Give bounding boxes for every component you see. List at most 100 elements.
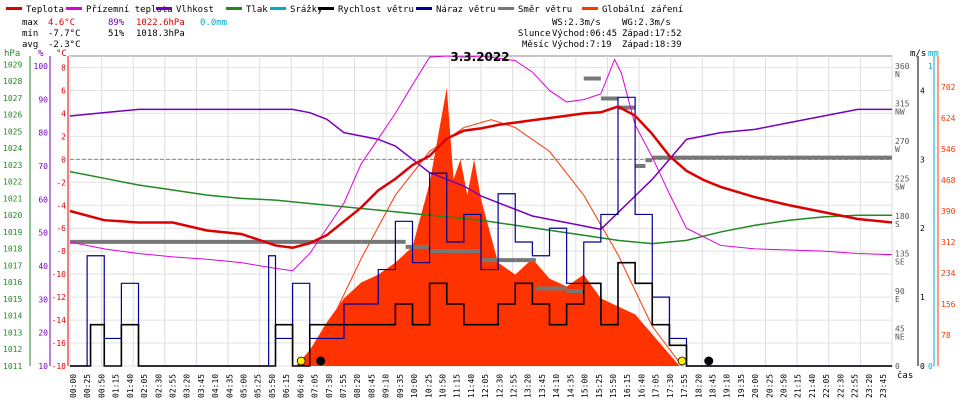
- stats-block: max 4.6°C 89% 1022.6hPa 0.0mm min -7.7°C…: [22, 18, 227, 50]
- legend-label: Globální záření: [602, 5, 683, 15]
- hpa-tick-label: 1021: [3, 194, 22, 203]
- legend-label: Přízemní teplota: [86, 5, 173, 15]
- time-tick-label: 20:50: [780, 374, 789, 398]
- mm-tick-label: 1: [928, 62, 933, 71]
- degc-tick-label: -8: [56, 247, 66, 256]
- legend-swatch: [416, 7, 432, 10]
- stat-max-hum: 89%: [108, 18, 125, 28]
- time-tick-label: 12:30: [495, 374, 504, 398]
- time-tick-label: 03:20: [183, 374, 192, 398]
- degc-tick-label: -18: [52, 362, 67, 371]
- legend-swatch: [582, 7, 598, 10]
- stat-max-temp: 4.6°C: [48, 18, 75, 28]
- time-tick-label: 23:20: [865, 374, 874, 398]
- time-tick-label: 19:35: [737, 374, 746, 398]
- dir-tick-label: 315: [895, 100, 910, 109]
- time-tick-label: 21:15: [794, 374, 803, 398]
- pct-tick-label: 30: [38, 295, 48, 304]
- dir-compass-label: N: [895, 70, 900, 79]
- time-tick-label: 12:05: [481, 374, 490, 398]
- legend-swatch: [318, 7, 334, 10]
- sun-moon-info: WS:2.3m/s WG:2.3m/s Slunce Východ:06:45 …: [518, 18, 682, 50]
- time-tick-label: 11:15: [453, 374, 462, 398]
- ms-tick-label: 0: [920, 362, 925, 371]
- pct-tick-label: 70: [38, 162, 48, 171]
- sunrise-marker: [296, 356, 306, 366]
- stat-min-hum: 51%: [108, 29, 125, 39]
- pct-tick-label: 10: [38, 362, 48, 371]
- series-temperature: [69, 105, 893, 250]
- moonrise-marker: [316, 356, 326, 366]
- time-tick-label: 14:10: [552, 374, 561, 398]
- pct-tick-label: 40: [38, 262, 48, 271]
- stat-max-label: max: [22, 18, 39, 28]
- rad-tick-label: 624: [941, 114, 956, 123]
- time-tick-label: 15:50: [609, 374, 618, 398]
- time-tick-label: 04:35: [225, 374, 234, 398]
- time-tick-label: 07:05: [311, 374, 320, 398]
- hpa-tick-label: 1028: [3, 77, 22, 86]
- time-tick-label: 02:05: [140, 374, 149, 398]
- time-tick-label: 10:00: [410, 374, 419, 398]
- legend-swatch: [270, 7, 286, 10]
- time-tick-label: 07:55: [339, 374, 348, 398]
- wind-gust-info: WG:2.3m/s: [622, 18, 671, 28]
- series-wind-speed: [70, 261, 892, 367]
- ms-tick-label: 1: [920, 293, 925, 302]
- stat-avg-temp: -2.3°C: [48, 40, 81, 50]
- series-layer: [69, 55, 893, 367]
- stat-min-label: min: [22, 29, 38, 39]
- time-tick-label: 20:00: [751, 374, 760, 398]
- rad-tick-label: 78: [941, 331, 951, 340]
- time-tick-label: 16:15: [623, 374, 632, 398]
- dir-compass-label: W: [895, 145, 900, 154]
- axes: hPa% °C m/s mmčas10291028102710261025102410…: [3, 49, 956, 398]
- hpa-tick-label: 1026: [3, 111, 22, 120]
- stat-max-rain: 0.0mm: [200, 18, 227, 28]
- time-tick-label: 08:45: [367, 374, 376, 398]
- hpa-tick-label: 1024: [3, 144, 22, 153]
- rad-tick-label: 234: [941, 269, 956, 278]
- legend-label: Tlak: [246, 5, 268, 15]
- hpa-tick-label: 1025: [3, 127, 22, 136]
- stat-min-press: 1018.3hPa: [136, 29, 185, 39]
- pct-tick-label: 50: [38, 229, 48, 238]
- dir-tick-label: 225: [895, 175, 910, 184]
- time-tick-label: 18:20: [694, 374, 703, 398]
- time-tick-label: 06:40: [296, 374, 305, 398]
- time-tick-label: 17:30: [666, 374, 675, 398]
- series-theoretical-radiation: [300, 119, 683, 367]
- time-tick-label: 07:30: [325, 374, 334, 398]
- degc-tick-label: 0: [61, 155, 66, 164]
- time-tick-label: 13:45: [538, 374, 547, 398]
- legend-label: Teplota: [26, 5, 64, 15]
- time-tick-label: 23:45: [879, 374, 888, 398]
- degc-tick-label: -12: [52, 293, 67, 302]
- degc-tick-label: -10: [52, 270, 67, 279]
- hpa-tick-label: 1012: [3, 345, 22, 354]
- sun-label: Slunce: [518, 29, 551, 39]
- dir-compass-label: S: [895, 220, 900, 229]
- dir-tick-label: 180: [895, 212, 910, 221]
- degc-tick-label: -2: [56, 178, 66, 187]
- sun-moon-markers: [296, 356, 714, 366]
- degc-tick-label: -16: [52, 339, 67, 348]
- time-tick-label: 15:25: [595, 374, 604, 398]
- pct-tick-label: 20: [38, 329, 48, 338]
- dir-compass-label: E: [895, 295, 900, 304]
- time-tick-label: 02:55: [168, 374, 177, 398]
- legend-label: Náraz větru: [436, 5, 496, 15]
- mm-tick-label: 0: [928, 362, 933, 371]
- degc-tick-label: -6: [56, 224, 66, 233]
- dir-tick-label: 360: [895, 62, 910, 71]
- dir-compass-label: SW: [895, 183, 905, 192]
- pct-tick-label: 100: [34, 62, 49, 71]
- dir-tick-label: 45: [895, 325, 905, 334]
- time-tick-label: 05:25: [254, 374, 263, 398]
- series-humidity: [69, 108, 892, 231]
- time-tick-label: 01:40: [126, 374, 135, 398]
- time-tick-label: 13:20: [524, 374, 533, 398]
- degc-tick-label: 2: [61, 132, 66, 141]
- degc-tick-label: -4: [56, 201, 66, 210]
- time-tick-label: 16:40: [637, 374, 646, 398]
